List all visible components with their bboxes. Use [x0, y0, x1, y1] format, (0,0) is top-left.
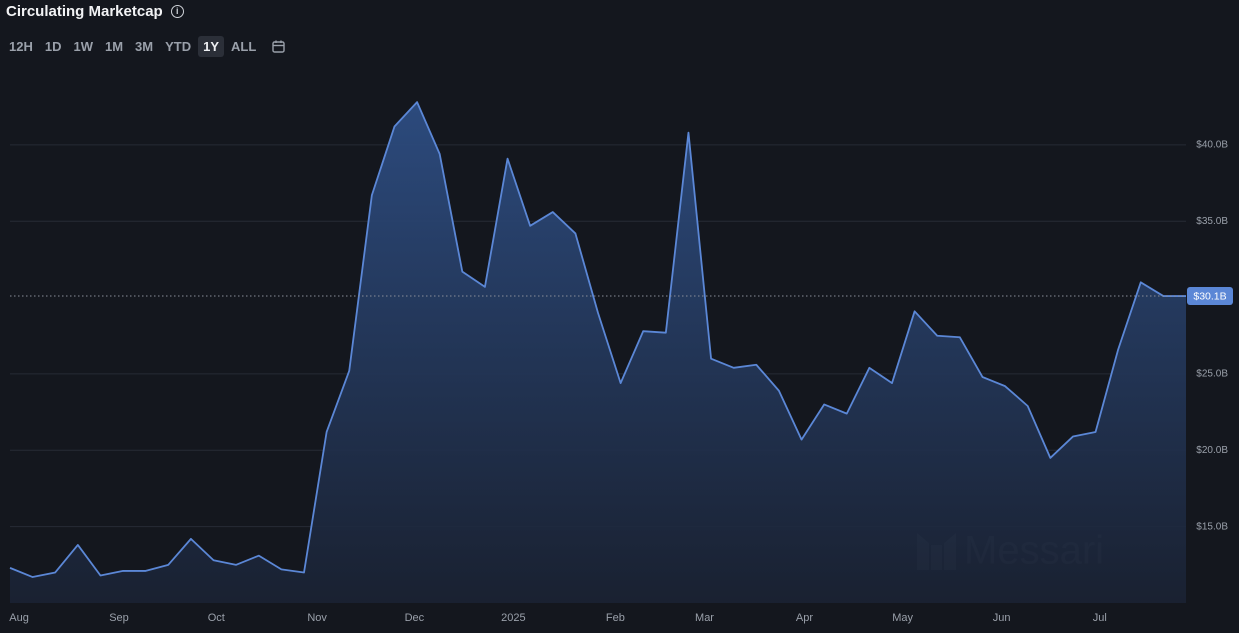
y-tick-label: $40.0B	[1196, 139, 1228, 150]
x-tick-label: Sep	[109, 612, 129, 624]
title-row: Circulating Marketcap i	[6, 3, 184, 20]
range-buttons: 12H 1D 1W 1M 3M YTD 1Y ALL	[4, 36, 287, 57]
line	[9, 101, 1186, 578]
info-icon[interactable]: i	[170, 5, 184, 18]
x-tick-label: May	[892, 612, 913, 624]
y-tick-label: $25.0B	[1196, 369, 1228, 380]
x-tick-label: Jul	[1093, 612, 1107, 624]
calendar-button[interactable]	[271, 39, 287, 55]
x-tick-label: Oct	[208, 612, 225, 624]
x-tick-label: 2025	[501, 612, 525, 624]
y-tick-label: $20.0B	[1196, 445, 1228, 456]
range-button[interactable]: 1M	[104, 39, 124, 54]
x-tick-label: Feb	[606, 612, 625, 624]
range-button[interactable]: YTD	[165, 39, 192, 54]
x-tick-label: Jun	[993, 612, 1011, 624]
range-button[interactable]: 1D	[44, 39, 62, 54]
x-tick-label: Nov	[307, 612, 327, 624]
x-tick-label: Aug	[9, 612, 29, 624]
x-tick-label: Dec	[405, 612, 425, 624]
y-tick-label: $35.0B	[1196, 216, 1228, 227]
x-tick-label: Mar	[695, 612, 714, 624]
range-button[interactable]: 1W	[73, 39, 93, 54]
range-button[interactable]: 12H	[9, 39, 33, 54]
chart-title: Circulating Marketcap	[6, 3, 163, 20]
range-button[interactable]: 1Y	[198, 36, 225, 57]
area-fill	[10, 102, 1186, 604]
last-value-badge	[1187, 287, 1233, 306]
x-tick-label: Apr	[796, 612, 813, 624]
y-tick-label: $15.0B	[1196, 521, 1228, 532]
range-button[interactable]: ALL	[231, 39, 257, 54]
last-value-label: $30.1B	[1193, 290, 1226, 302]
range-button[interactable]: 3M	[135, 39, 154, 54]
